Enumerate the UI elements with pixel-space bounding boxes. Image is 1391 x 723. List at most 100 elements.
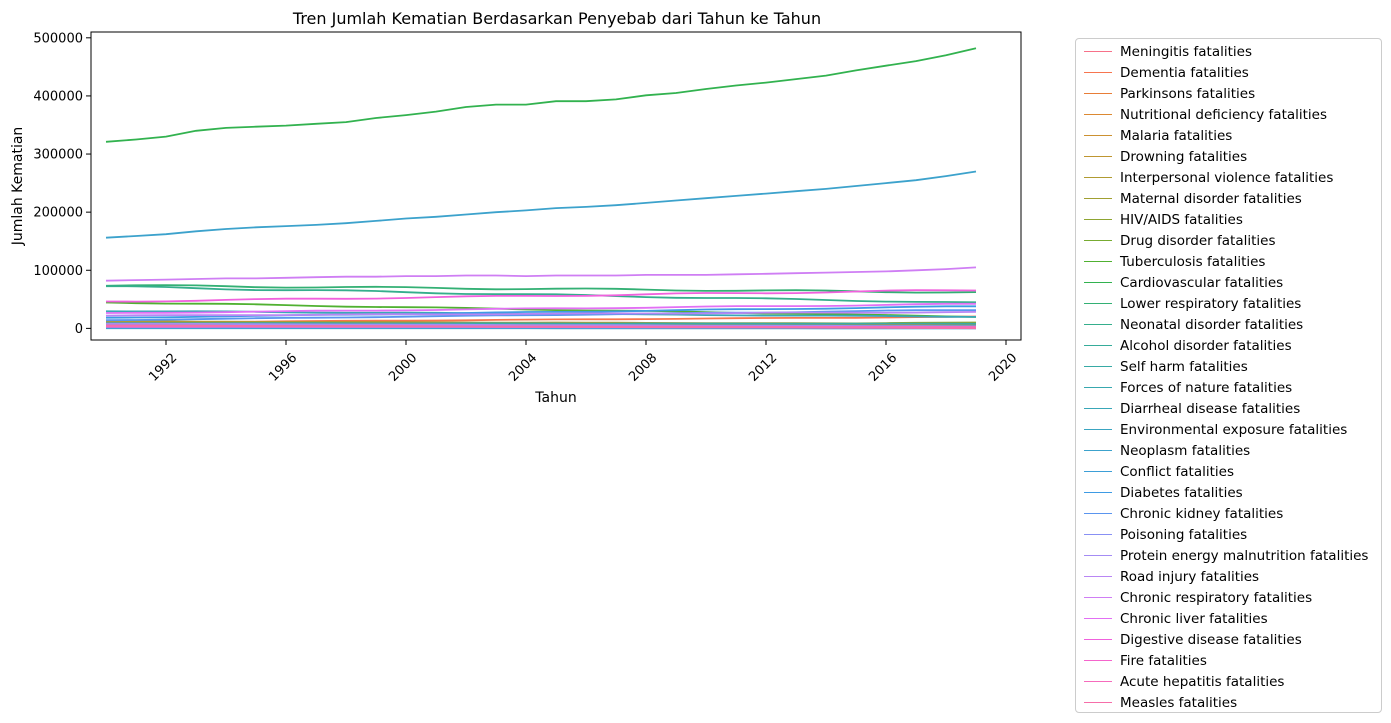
legend-label: Nutritional deficiency fatalities	[1120, 107, 1328, 123]
legend-swatch	[1084, 51, 1112, 52]
legend-item: Neoplasm fatalities	[1076, 441, 1381, 462]
series-line-26	[105, 266, 977, 282]
legend-label: Lower respiratory fatalities	[1120, 296, 1302, 312]
legend-item: Meningitis fatalities	[1076, 42, 1381, 63]
x-tick-label: 2008	[626, 351, 660, 385]
legend-item: Interpersonal violence fatalities	[1076, 168, 1381, 189]
legend-label: Acute hepatitis fatalities	[1120, 674, 1285, 690]
legend: Meningitis fatalities Dementia fatalities…	[1075, 38, 1382, 713]
legend-swatch	[1084, 114, 1112, 115]
legend-item: Maternal disorder fatalities	[1076, 189, 1381, 210]
legend-swatch	[1084, 198, 1112, 199]
legend-item: Chronic liver fatalities	[1076, 609, 1381, 630]
x-tick-label: 1992	[146, 351, 180, 385]
legend-item: Drowning fatalities	[1076, 147, 1381, 168]
legend-swatch	[1084, 156, 1112, 157]
series-line-11	[105, 47, 977, 143]
legend-label: Meningitis fatalities	[1120, 44, 1252, 60]
plot-frame	[90, 31, 1022, 341]
legend-label: Poisoning fatalities	[1120, 527, 1248, 543]
legend-item: Dementia fatalities	[1076, 63, 1381, 84]
legend-item: Measles fatalities	[1076, 693, 1381, 714]
legend-label: Measles fatalities	[1120, 695, 1238, 711]
legend-swatch	[1084, 681, 1112, 682]
series-line-27	[105, 302, 976, 314]
y-axis: 0 100000 200000 300000 400000 500000	[33, 31, 91, 337]
legend-label: Drowning fatalities	[1120, 149, 1248, 165]
legend-swatch	[1084, 72, 1112, 73]
legend-swatch	[1084, 492, 1112, 493]
legend-label: Road injury fatalities	[1120, 569, 1260, 585]
legend-label: Neonatal disorder fatalities	[1120, 317, 1304, 333]
legend-item: Self harm fatalities	[1076, 357, 1381, 378]
legend-item: Parkinsons fatalities	[1076, 84, 1381, 105]
legend-label: Fire fatalities	[1120, 653, 1207, 669]
legend-swatch	[1084, 240, 1112, 241]
legend-swatch	[1084, 429, 1112, 430]
legend-label: Chronic kidney fatalities	[1120, 506, 1284, 522]
legend-item: Nutritional deficiency fatalities	[1076, 105, 1381, 126]
series-line-28	[105, 289, 977, 303]
legend-swatch	[1084, 408, 1112, 409]
legend-item: Forces of nature fatalities	[1076, 378, 1381, 399]
series-line-19	[105, 170, 977, 239]
y-tick-label: 100000	[33, 264, 83, 279]
legend-swatch	[1084, 597, 1112, 598]
legend-label: Self harm fatalities	[1120, 359, 1248, 375]
legend-swatch	[1084, 450, 1112, 451]
legend-label: Protein energy malnutrition fatalities	[1120, 548, 1369, 564]
legend-swatch	[1084, 618, 1112, 619]
series-line-22	[105, 309, 977, 322]
series-line-15	[105, 322, 977, 325]
x-tick-label: 2004	[506, 351, 540, 385]
legend-label: Forces of nature fatalities	[1120, 380, 1293, 396]
legend-item: Digestive disease fatalities	[1076, 630, 1381, 651]
legend-item: Diarrheal disease fatalities	[1076, 399, 1381, 420]
legend-item: Fire fatalities	[1076, 651, 1381, 672]
legend-item: Poisoning fatalities	[1076, 525, 1381, 546]
legend-label: Digestive disease fatalities	[1120, 632, 1302, 648]
y-tick-label: 500000	[33, 31, 83, 46]
legend-swatch	[1084, 387, 1112, 388]
x-axis-label: Tahun	[534, 390, 576, 406]
legend-swatch	[1084, 639, 1112, 640]
legend-swatch	[1084, 660, 1112, 661]
legend-item: Tuberculosis fatalities	[1076, 252, 1381, 273]
x-axis: 1992 1996 2000 2004 2008 2012 2016 2020	[146, 340, 1020, 385]
series-line-10	[105, 301, 977, 318]
legend-item: Drug disorder fatalities	[1076, 231, 1381, 252]
legend-label: Maternal disorder fatalities	[1120, 191, 1302, 207]
legend-label: Environmental exposure fatalities	[1120, 422, 1348, 438]
legend-item: Road injury fatalities	[1076, 567, 1381, 588]
legend-label: HIV/AIDS fatalities	[1120, 212, 1243, 228]
legend-label: Tuberculosis fatalities	[1120, 254, 1266, 270]
legend-label: Interpersonal violence fatalities	[1120, 170, 1334, 186]
legend-label: Diabetes fatalities	[1120, 485, 1243, 501]
legend-label: Neoplasm fatalities	[1120, 443, 1251, 459]
y-tick-label: 400000	[33, 89, 83, 104]
y-tick-label: 0	[75, 322, 83, 337]
legend-item: Lower respiratory fatalities	[1076, 294, 1381, 315]
legend-item: Cardiovascular fatalities	[1076, 273, 1381, 294]
legend-item: Neonatal disorder fatalities	[1076, 315, 1381, 336]
legend-item: Acute hepatitis fatalities	[1076, 672, 1381, 693]
legend-swatch	[1084, 555, 1112, 556]
series-line-12	[105, 284, 977, 294]
series-line-13	[105, 285, 977, 304]
legend-swatch	[1084, 303, 1112, 304]
legend-item: Environmental exposure fatalities	[1076, 420, 1381, 441]
x-tick-label: 2012	[746, 351, 780, 385]
x-tick-label: 1996	[266, 351, 300, 385]
legend-label: Drug disorder fatalities	[1120, 233, 1276, 249]
y-tick-label: 300000	[33, 148, 83, 163]
chart-title: Tren Jumlah Kematian Berdasarkan Penyeba…	[292, 9, 821, 28]
legend-swatch	[1084, 366, 1112, 367]
legend-label: Parkinsons fatalities	[1120, 86, 1256, 102]
y-tick-label: 200000	[33, 206, 83, 221]
legend-swatch	[1084, 135, 1112, 136]
legend-item: Protein energy malnutrition fatalities	[1076, 546, 1381, 567]
legend-swatch	[1084, 177, 1112, 178]
legend-swatch	[1084, 219, 1112, 220]
legend-item: Diabetes fatalities	[1076, 483, 1381, 504]
